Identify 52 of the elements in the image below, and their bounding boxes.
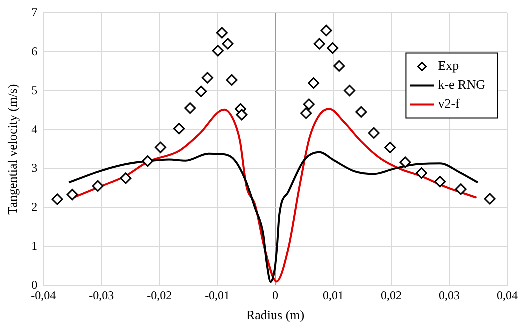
point bbox=[300, 108, 312, 120]
point bbox=[196, 86, 208, 98]
x-tick-label: -0,02 bbox=[147, 288, 172, 302]
y-tick-label: 2 bbox=[32, 200, 38, 214]
point bbox=[212, 45, 224, 57]
point bbox=[226, 74, 238, 86]
point bbox=[202, 72, 214, 84]
point bbox=[66, 189, 78, 201]
x-tick-label: -0,03 bbox=[89, 288, 114, 302]
point bbox=[368, 127, 380, 139]
y-tick-label: 7 bbox=[32, 5, 38, 20]
point bbox=[416, 168, 428, 180]
x-tick-label: 0,02 bbox=[381, 288, 402, 302]
point bbox=[344, 85, 356, 97]
point bbox=[314, 38, 326, 50]
x-tick-label: 0,03 bbox=[439, 288, 460, 302]
point bbox=[236, 109, 248, 121]
point bbox=[184, 102, 196, 114]
x-tick-label: 0 bbox=[272, 288, 279, 302]
point bbox=[384, 142, 396, 154]
point bbox=[308, 78, 320, 90]
point bbox=[400, 156, 412, 168]
x-tick-label: 0,04 bbox=[497, 288, 518, 302]
x-tick-label: -0,01 bbox=[205, 288, 230, 302]
point bbox=[455, 184, 467, 196]
legend-label: k-e RNG bbox=[438, 77, 486, 92]
line-series bbox=[68, 151, 479, 284]
legend-label: Exp bbox=[438, 58, 460, 74]
y-tick-label: 6 bbox=[32, 44, 38, 58]
point bbox=[174, 123, 186, 135]
x-axis-title: Radius (m) bbox=[246, 308, 305, 323]
y-axis-title: Tangential velocity (m/s) bbox=[5, 84, 20, 215]
point bbox=[154, 142, 166, 154]
y-tick-label: 3 bbox=[32, 161, 38, 176]
point bbox=[120, 172, 132, 184]
point bbox=[222, 38, 234, 50]
point bbox=[356, 106, 368, 118]
point bbox=[92, 180, 104, 192]
point bbox=[52, 194, 64, 206]
y-tick-label: 5 bbox=[32, 83, 38, 98]
point bbox=[434, 176, 446, 188]
y-tick-label: 1 bbox=[32, 239, 38, 254]
point bbox=[320, 24, 332, 36]
point bbox=[484, 193, 496, 205]
legend-label: v2-f bbox=[438, 96, 461, 112]
x-tick-label: 0,01 bbox=[323, 288, 344, 302]
point bbox=[327, 42, 339, 54]
point bbox=[303, 98, 315, 110]
point bbox=[142, 156, 154, 168]
point bbox=[216, 27, 228, 39]
y-tick-label: 4 bbox=[32, 122, 38, 136]
point bbox=[334, 60, 346, 72]
